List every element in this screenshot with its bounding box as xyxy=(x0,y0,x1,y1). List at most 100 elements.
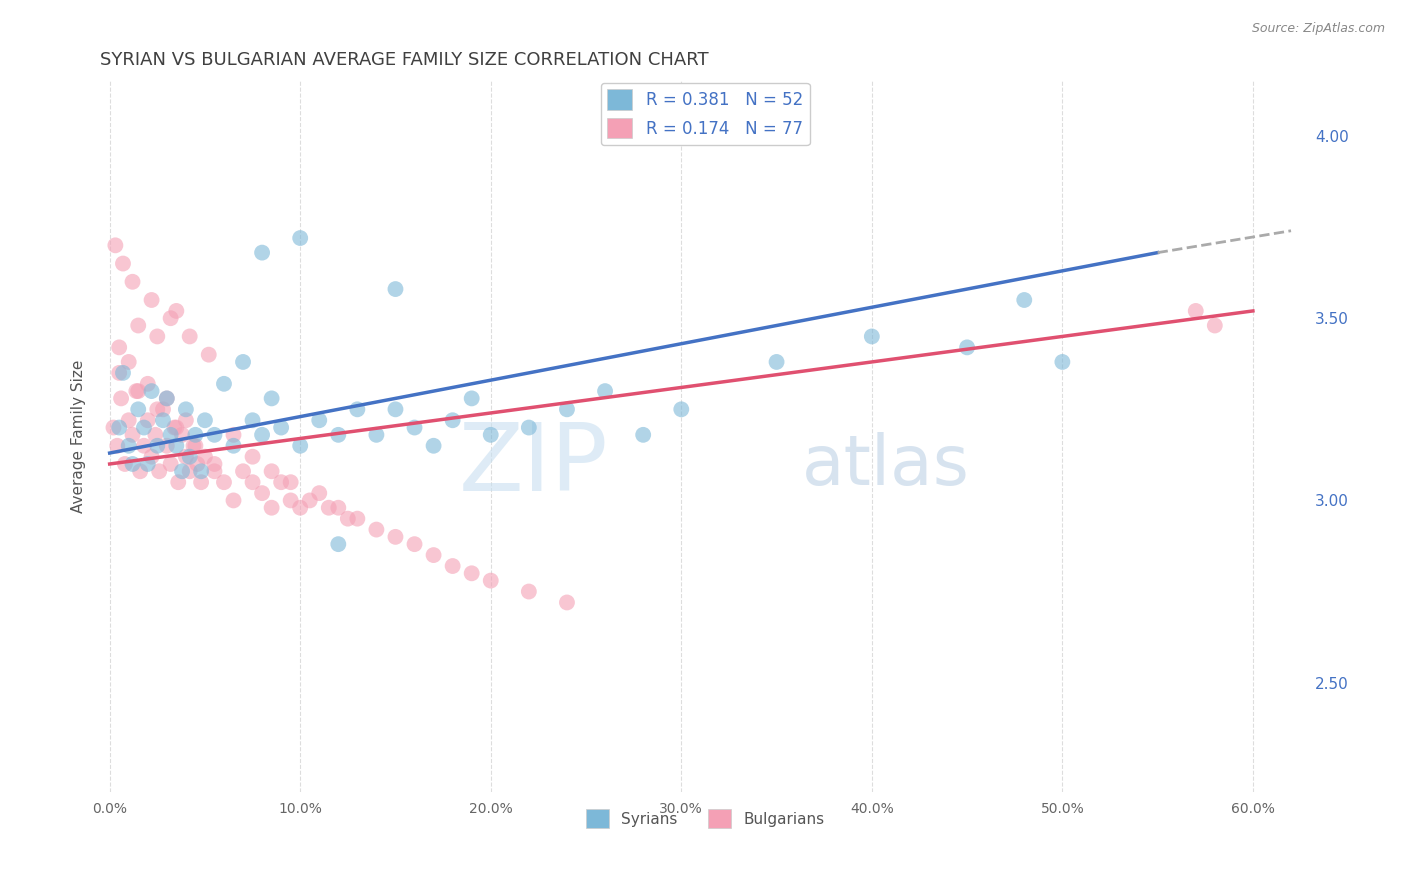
Point xyxy=(517,584,540,599)
Point xyxy=(174,402,197,417)
Point xyxy=(146,402,169,417)
Point xyxy=(1012,293,1035,307)
Point xyxy=(111,366,134,380)
Point xyxy=(242,475,264,490)
Point xyxy=(129,464,152,478)
Point xyxy=(260,392,283,406)
Point xyxy=(121,457,143,471)
Point xyxy=(146,329,169,343)
Point xyxy=(136,376,159,391)
Point xyxy=(186,457,208,471)
Point xyxy=(1184,304,1206,318)
Point xyxy=(328,537,350,551)
Point xyxy=(222,493,245,508)
Point xyxy=(183,439,205,453)
Point xyxy=(174,450,197,464)
Point xyxy=(1052,355,1074,369)
Point xyxy=(118,439,141,453)
Text: ZIP: ZIP xyxy=(458,419,609,511)
Point xyxy=(460,392,482,406)
Point xyxy=(204,457,226,471)
Point xyxy=(108,420,131,434)
Point xyxy=(422,548,444,562)
Point xyxy=(156,392,179,406)
Point xyxy=(152,402,174,417)
Point xyxy=(145,427,167,442)
Point xyxy=(170,464,193,478)
Point xyxy=(165,439,187,453)
Point xyxy=(366,427,388,442)
Legend: Syrians, Bulgarians: Syrians, Bulgarians xyxy=(579,803,831,834)
Point xyxy=(956,340,979,354)
Point xyxy=(346,402,368,417)
Point xyxy=(555,402,578,417)
Point xyxy=(179,450,201,464)
Point xyxy=(194,450,217,464)
Point xyxy=(290,500,312,515)
Point xyxy=(121,427,143,442)
Point xyxy=(141,450,163,464)
Point xyxy=(136,413,159,427)
Point xyxy=(280,475,302,490)
Point xyxy=(159,457,181,471)
Point xyxy=(148,464,170,478)
Point xyxy=(132,420,155,434)
Point xyxy=(141,384,163,398)
Point xyxy=(141,293,163,307)
Point xyxy=(121,275,143,289)
Point xyxy=(103,420,125,434)
Point xyxy=(212,376,235,391)
Point xyxy=(328,427,350,442)
Point xyxy=(118,413,141,427)
Point xyxy=(860,329,883,343)
Point xyxy=(156,439,179,453)
Point xyxy=(336,511,359,525)
Point xyxy=(159,311,181,326)
Point xyxy=(174,413,197,427)
Point xyxy=(671,402,693,417)
Point xyxy=(118,355,141,369)
Point xyxy=(232,355,254,369)
Point xyxy=(136,457,159,471)
Point xyxy=(108,366,131,380)
Point xyxy=(127,384,149,398)
Point xyxy=(163,420,186,434)
Point xyxy=(517,420,540,434)
Point xyxy=(318,500,340,515)
Point xyxy=(260,500,283,515)
Point xyxy=(384,530,406,544)
Point xyxy=(127,402,149,417)
Text: Source: ZipAtlas.com: Source: ZipAtlas.com xyxy=(1251,22,1385,36)
Point xyxy=(222,439,245,453)
Point xyxy=(190,475,212,490)
Point xyxy=(384,282,406,296)
Point xyxy=(212,475,235,490)
Y-axis label: Average Family Size: Average Family Size xyxy=(72,360,86,513)
Point xyxy=(308,486,330,500)
Point xyxy=(179,329,201,343)
Point xyxy=(108,340,131,354)
Point xyxy=(146,439,169,453)
Point xyxy=(250,245,273,260)
Point xyxy=(190,464,212,478)
Point xyxy=(204,427,226,442)
Point xyxy=(242,450,264,464)
Point xyxy=(441,559,464,574)
Point xyxy=(555,595,578,609)
Point xyxy=(404,537,426,551)
Point xyxy=(290,439,312,453)
Point xyxy=(104,238,127,252)
Point xyxy=(127,318,149,333)
Point xyxy=(105,439,128,453)
Point xyxy=(167,475,190,490)
Point xyxy=(179,464,201,478)
Point xyxy=(298,493,321,508)
Point xyxy=(346,511,368,525)
Point xyxy=(184,439,207,453)
Point xyxy=(204,464,226,478)
Point xyxy=(165,420,187,434)
Point xyxy=(250,427,273,442)
Point xyxy=(631,427,654,442)
Point xyxy=(156,392,179,406)
Text: SYRIAN VS BULGARIAN AVERAGE FAMILY SIZE CORRELATION CHART: SYRIAN VS BULGARIAN AVERAGE FAMILY SIZE … xyxy=(100,51,709,69)
